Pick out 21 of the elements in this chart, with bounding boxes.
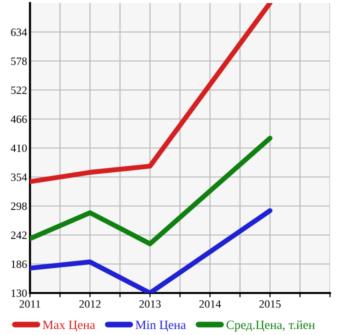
y-tick-label: 354	[11, 173, 28, 181]
x-tick-label: 2013	[139, 300, 161, 308]
y-tick-label: 410	[10, 144, 27, 152]
x-tick-label: 2014	[199, 300, 221, 308]
y-tick-label: 186	[12, 260, 27, 268]
y-tick-label: 298	[11, 202, 27, 210]
x-tick-label: 2011	[20, 300, 40, 308]
y-tick-label: 522	[11, 86, 27, 94]
legend-label: Min Цена	[136, 320, 186, 332]
legend-label: Сред.Цена, т.йен	[226, 320, 315, 332]
y-tick-label: 242	[11, 231, 27, 239]
y-tick-label: 130	[12, 289, 27, 297]
y-tick-label: 578	[11, 57, 27, 65]
x-tick-label: 2012	[79, 300, 100, 308]
legend-label: Max Цена	[42, 320, 96, 332]
line-series	[30, 208, 272, 293]
x-tick-label: 2015	[259, 300, 281, 308]
y-tick-label: 634	[11, 28, 28, 36]
y-tick-label: 466	[10, 115, 27, 123]
line-series	[30, 136, 272, 246]
line-series	[30, 3, 272, 184]
